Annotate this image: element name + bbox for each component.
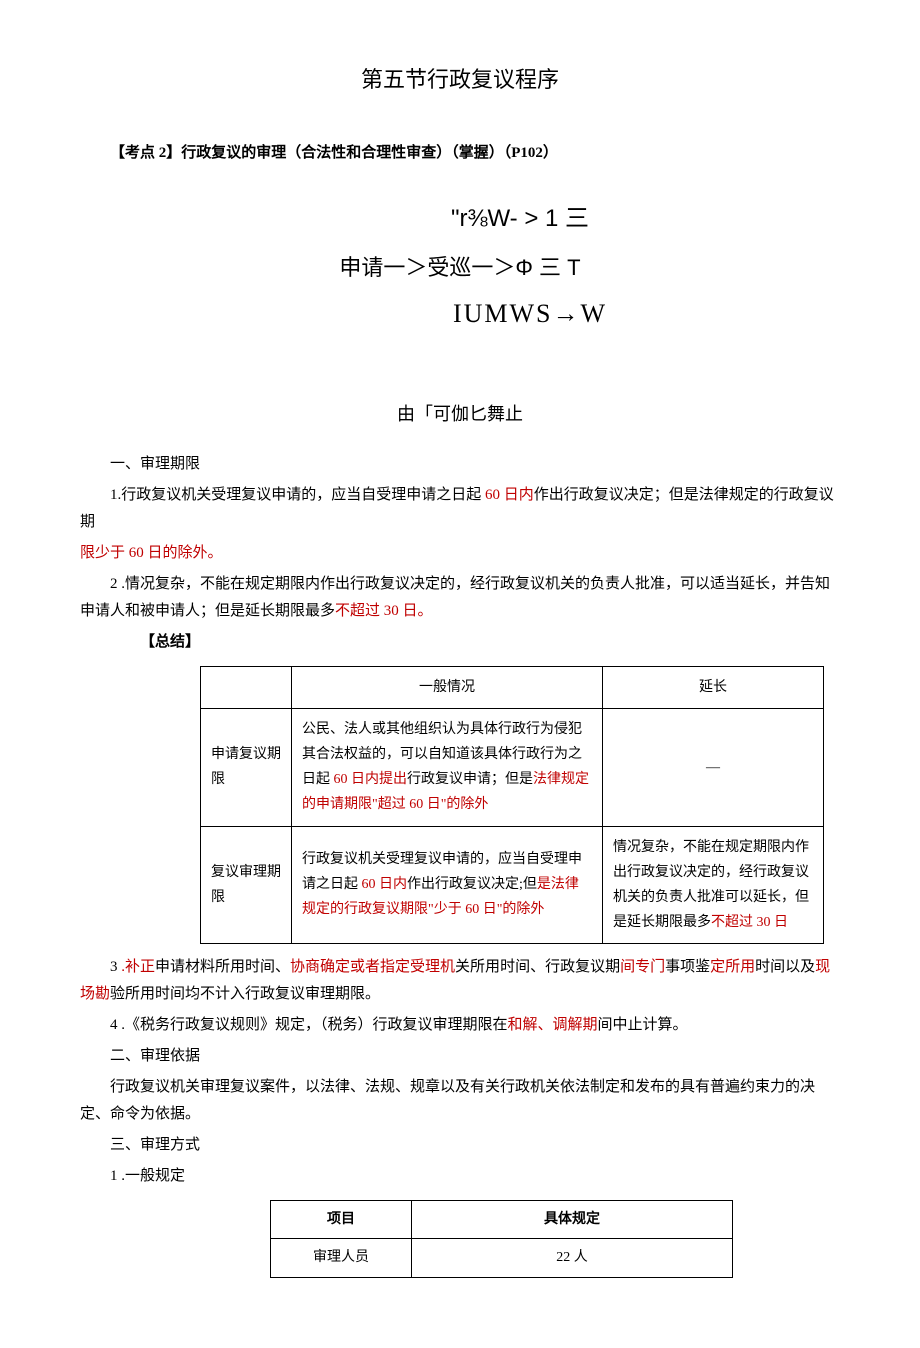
diagram-line-1: "r⅜W- > 1 三 xyxy=(200,197,840,240)
cell: 审理人员 xyxy=(271,1239,412,1277)
diagram-line-3: IUMWS→W xyxy=(220,291,840,338)
diagram-line-2a: 申请一＞受巡一＞ xyxy=(339,255,515,280)
kaodian-heading: 【考点 2】行政复议的审理（合法性和合理性审查）（掌握）（P102） xyxy=(80,140,840,167)
section-1-p4: 4 .《税务行政复议规则》规定，（税务）行政复议审理期限在和解、调解期间中止计算… xyxy=(80,1012,840,1039)
table-row: 申请复议期限 公民、法人或其他组织认为具体行政行为侵犯其合法权益的，可以自知道该… xyxy=(201,708,824,826)
row-label: 申请复议期限 xyxy=(201,708,292,826)
row-label: 复议审理期限 xyxy=(201,826,292,944)
diagram-block: "r⅜W- > 1 三 申请一＞受巡一＞Φ 三 T IUMWS→W 由「可伽匕舞… xyxy=(80,197,840,431)
section-1-p3: 3 .补正申请材料所用时间、协商确定或者指定受理机关所用时间、行政复议期间专门事… xyxy=(80,954,840,1008)
text: 1.行政复议机关受理复议申请的，应当自受理申请之日起 xyxy=(110,487,485,503)
summary-table: 一般情况 延长 申请复议期限 公民、法人或其他组织认为具体行政行为侵犯其合法权益… xyxy=(200,666,824,945)
header-cell: 一般情况 xyxy=(292,666,603,708)
table-header-row: 一般情况 延长 xyxy=(201,666,824,708)
table-row: 审理人员 22 人 xyxy=(271,1239,733,1277)
cell: 情况复杂，不能在规定期限内作出行政复议决定的，经行政复议机关的负责人批准可以延长… xyxy=(603,826,824,944)
text: 计算。 xyxy=(643,1017,688,1033)
table-row: 复议审理期限 行政复议机关受理复议申请的，应当自受理申请之日起 60 日内作出行… xyxy=(201,826,824,944)
cell: 行政复议机关受理复议申请的，应当自受理申请之日起 60 日内作出行政复议决定;但… xyxy=(292,826,603,944)
text: 4 .《税务行政复议规则》规定，（税务）行政复议审理期限在 xyxy=(110,1017,508,1033)
text-red: 60 日内 xyxy=(485,487,534,503)
text-red: 限少于 60 日的除外。 xyxy=(80,545,223,561)
section-2-p1: 行政复议机关审理复议案件，以法律、法规、规章以及有关行政机关依法制定和发布的具有… xyxy=(80,1074,840,1128)
cell: 公民、法人或其他组织认为具体行政行为侵犯其合法权益的，可以自知道该具体行政行为之… xyxy=(292,708,603,826)
zongjie-heading: 【总结】 xyxy=(80,629,840,656)
table-header-row: 项目 具体规定 xyxy=(271,1201,733,1239)
section-1-title: 一、审理期限 xyxy=(80,451,840,478)
diagram-line-2b: Φ 三 T xyxy=(515,255,580,280)
header-cell: 延长 xyxy=(603,666,824,708)
header-cell xyxy=(201,666,292,708)
page-title: 第五节行政复议程序 xyxy=(80,60,840,100)
method-table: 项目 具体规定 审理人员 22 人 xyxy=(270,1200,733,1277)
diagram-line-2: 申请一＞受巡一＞Φ 三 T xyxy=(80,248,840,288)
cell: — xyxy=(603,708,824,826)
section-3-title: 三、审理方式 xyxy=(80,1132,840,1159)
text-red: 不超过 30 日。 xyxy=(335,603,433,619)
text: 间中止 xyxy=(598,1017,643,1033)
text: 2 .情况复杂，不能在规定期限内作出行政复议决定的，经行政复议机关的负责人批准，… xyxy=(80,576,830,619)
header-cell: 具体规定 xyxy=(412,1201,733,1239)
section-1-p1-cont: 限少于 60 日的除外。 xyxy=(80,540,840,567)
header-cell: 项目 xyxy=(271,1201,412,1239)
diagram-line-4: 由「可伽匕舞止 xyxy=(80,398,840,430)
section-3-p1: 1 .一般规定 xyxy=(80,1163,840,1190)
section-2-title: 二、审理依据 xyxy=(80,1043,840,1070)
section-1-p2: 2 .情况复杂，不能在规定期限内作出行政复议决定的，经行政复议机关的负责人批准，… xyxy=(80,571,840,625)
text-red: 和解、调解期 xyxy=(508,1017,598,1033)
section-1-p1: 1.行政复议机关受理复议申请的，应当自受理申请之日起 60 日内作出行政复议决定… xyxy=(80,482,840,536)
cell: 22 人 xyxy=(412,1239,733,1277)
